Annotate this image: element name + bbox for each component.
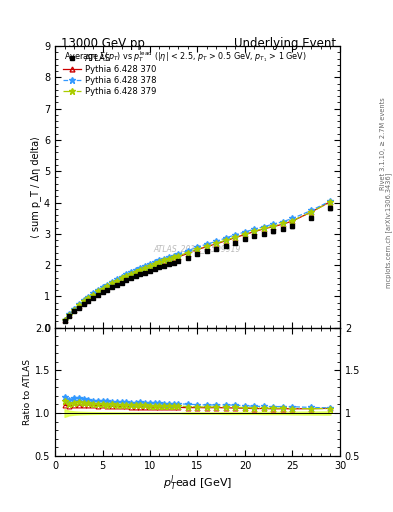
Text: Underlying Event: Underlying Event (234, 37, 336, 50)
Text: 13000 GeV pp: 13000 GeV pp (61, 37, 145, 50)
X-axis label: $p_T^{l}$ead [GeV]: $p_T^{l}$ead [GeV] (163, 473, 232, 493)
Text: ATLAS_2017_I1509919: ATLAS_2017_I1509919 (154, 244, 241, 253)
Text: Rivet 3.1.10, ≥ 2.7M events: Rivet 3.1.10, ≥ 2.7M events (380, 97, 386, 190)
Y-axis label: Ratio to ATLAS: Ratio to ATLAS (23, 359, 32, 424)
Text: mcplots.cern.ch [arXiv:1306.3436]: mcplots.cern.ch [arXiv:1306.3436] (386, 173, 393, 288)
Text: Average $\Sigma(p_T)$ vs $p_T^{\rm lead}$ ($|\eta|$ < 2.5, $p_T$ > 0.5 GeV, $p_{: Average $\Sigma(p_T)$ vs $p_T^{\rm lead}… (64, 49, 306, 64)
Legend: ATLAS, Pythia 6.428 370, Pythia 6.428 378, Pythia 6.428 379: ATLAS, Pythia 6.428 370, Pythia 6.428 37… (59, 51, 160, 99)
Y-axis label: ⟨ sum p_T / Δη delta⟩: ⟨ sum p_T / Δη delta⟩ (30, 136, 41, 238)
